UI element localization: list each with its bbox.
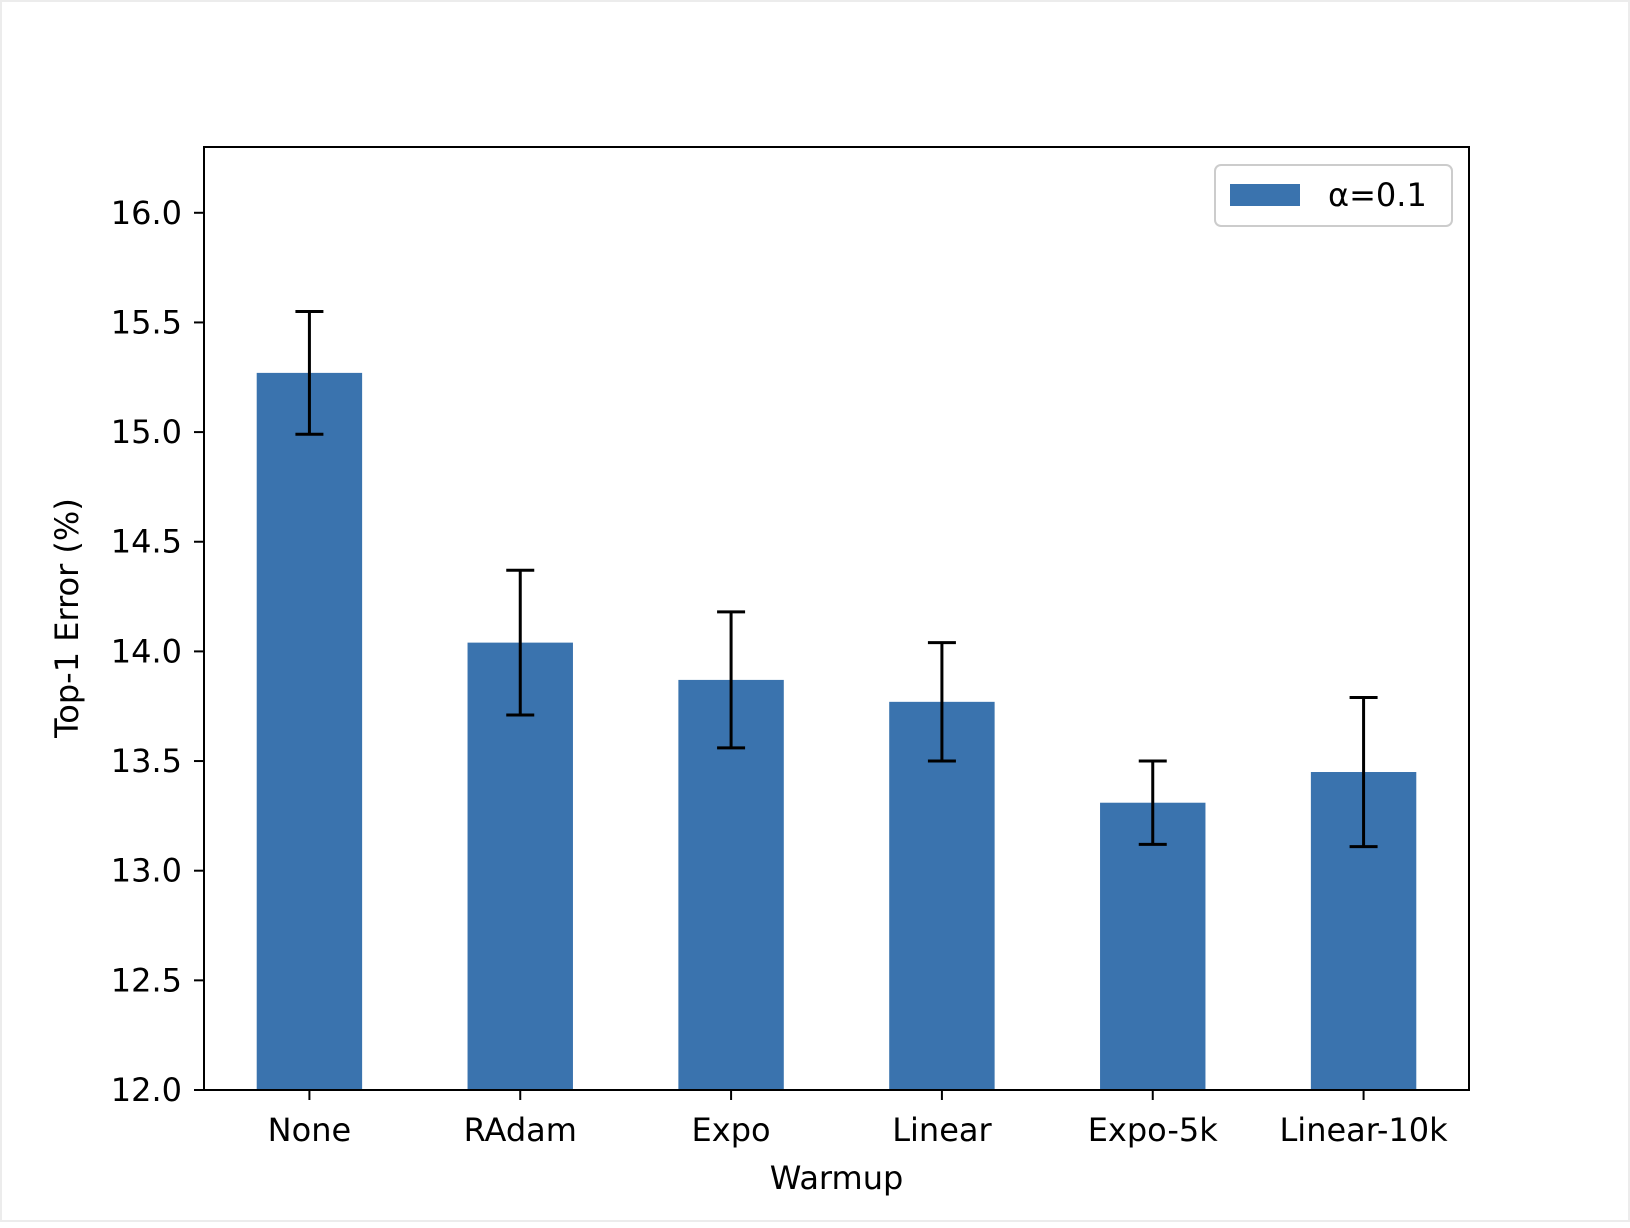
y-tick-label: 13.5 (111, 742, 182, 780)
error-bar (717, 610, 746, 750)
y-tick-label: 14.0 (111, 632, 182, 670)
x-tick-label: Linear-10k (1279, 1111, 1448, 1149)
error-bars-layer (295, 309, 1378, 849)
x-tick-label: Expo (692, 1111, 771, 1149)
y-tick-label: 15.5 (111, 303, 182, 341)
x-tick-label: Expo-5k (1088, 1111, 1219, 1149)
x-axis-label: Warmup (770, 1159, 904, 1197)
x-axis: None RAdam Expo Linear Expo-5k Linear-10k (268, 1090, 1448, 1149)
bar (1100, 802, 1206, 1090)
error-bar (1138, 759, 1167, 846)
bar (467, 642, 573, 1090)
y-tick-label: 12.0 (111, 1071, 182, 1109)
plot-frame (203, 146, 1470, 1091)
error-bar (927, 641, 956, 763)
error-bar (506, 568, 535, 717)
x-tick-label: Linear (892, 1111, 992, 1149)
bars-layer (256, 372, 1417, 1090)
y-tick-label: 16.0 (111, 194, 182, 232)
error-bar (1349, 695, 1378, 849)
legend-label: α=0.1 (1328, 176, 1427, 214)
bar (889, 701, 995, 1090)
bar (256, 372, 363, 1090)
x-tick-label: RAdam (464, 1111, 577, 1149)
legend: α=0.1 (1214, 164, 1453, 227)
error-bar (295, 309, 324, 436)
x-tick-label: None (268, 1111, 351, 1149)
legend-swatch (1230, 184, 1300, 206)
y-tick-label: 12.5 (111, 961, 182, 999)
y-tick-label: 15.0 (111, 413, 182, 451)
y-tick-label: 13.0 (111, 852, 182, 890)
y-axis-label: Top-1 Error (%) (48, 498, 86, 739)
y-tick-label: 14.5 (111, 523, 182, 561)
legend-frame (1214, 164, 1453, 227)
y-axis: 12.0 12.5 13.0 13.5 14.0 14.5 15.0 15.5 16.0 (111, 194, 204, 1109)
